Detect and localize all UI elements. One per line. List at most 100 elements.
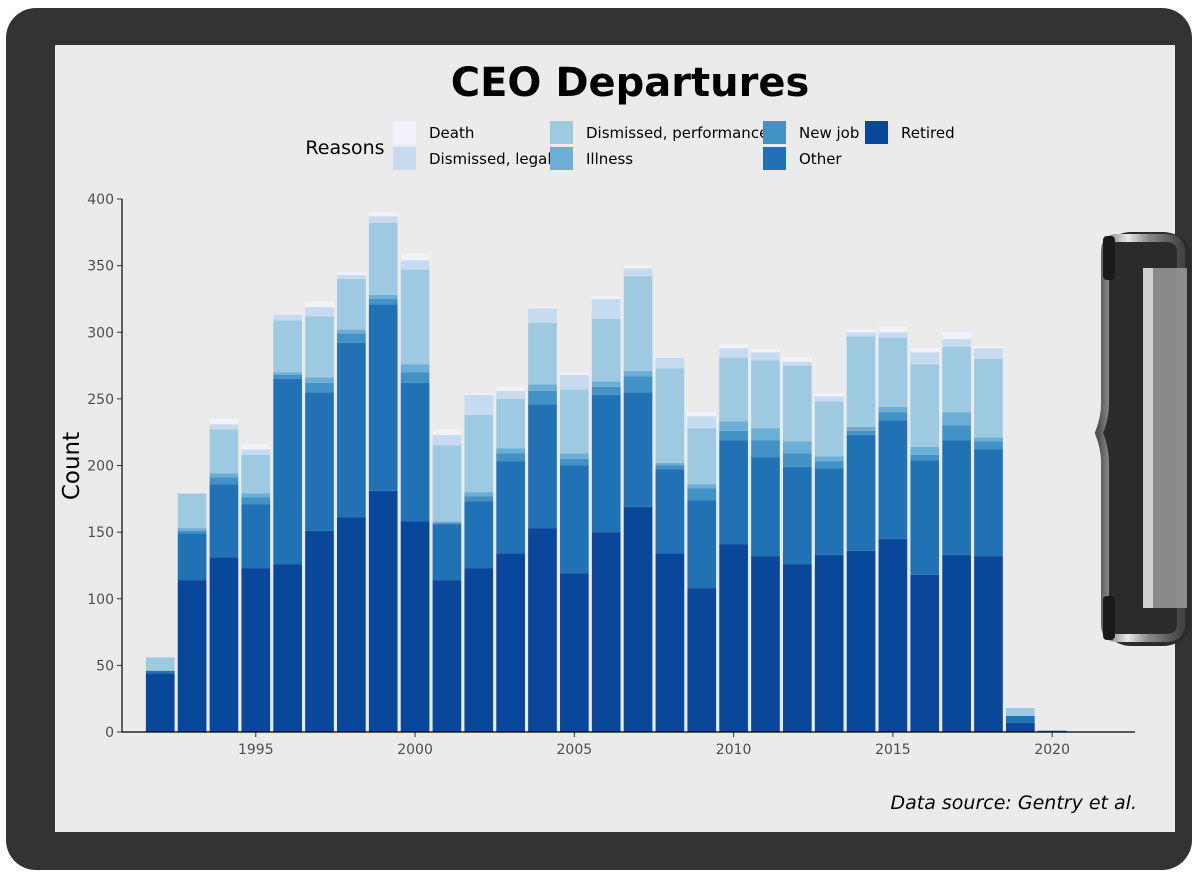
bar-segment-illness — [400, 364, 430, 373]
bar-segment-new-job — [400, 372, 430, 383]
bar-segment-dismissed-legal — [751, 352, 780, 361]
bar-segment-other — [400, 382, 430, 522]
bar-segment-illness — [528, 384, 557, 391]
bar-segment-new-job — [528, 390, 557, 405]
bar-segment-illness — [878, 406, 908, 413]
bar-segment-dismissed-legal — [910, 352, 940, 365]
bar-segment-new-job — [591, 386, 621, 395]
bar-segment-other — [464, 501, 494, 569]
bar-segment-death — [687, 412, 717, 417]
bar-segment-dismissed-performance — [814, 401, 844, 457]
bar-segment-other — [528, 404, 557, 529]
bar-segment-retired — [496, 553, 525, 732]
bar-segment-new-job — [782, 453, 812, 467]
bar-segment-dismissed-performance — [177, 493, 207, 529]
bar-segment-other — [687, 500, 717, 589]
bar-segment-illness — [655, 462, 685, 466]
bar-segment-retired — [273, 564, 302, 732]
bar-segment-death — [209, 418, 239, 425]
legend: Death Dismissed, legal Dismissed, performa… — [393, 121, 955, 170]
bar-segment-retired — [878, 538, 908, 732]
y-tick-label: 300 — [87, 325, 114, 341]
bar-segment-other — [782, 466, 812, 565]
bar-segment-new-job — [655, 465, 685, 470]
legend-title: Reasons — [305, 137, 384, 159]
y-axis: 0 50 100 150 200 250 300 350 400 — [87, 192, 122, 741]
bar-segment-illness — [782, 441, 812, 454]
legend-swatch-dismissed-legal — [393, 147, 416, 170]
bar-segment-retired — [719, 544, 748, 732]
bar-segment-illness — [273, 372, 302, 375]
bar-segment-dismissed-legal — [337, 274, 366, 279]
bar-segment-dismissed-performance — [878, 337, 908, 407]
bar-segment-dismissed-performance — [1005, 708, 1035, 717]
bar-segment-retired — [145, 673, 175, 732]
bar-segment-retired — [177, 580, 207, 732]
bar-segment-death — [974, 346, 1003, 349]
bar-segment-other — [560, 465, 589, 574]
y-tick-label: 200 — [87, 459, 114, 475]
bar-segment-new-job — [432, 522, 462, 525]
bar-segment-illness — [177, 528, 207, 531]
chart-paper: CEO Departures Reasons Death Dismissed, l… — [55, 45, 1175, 832]
bar-segment-illness — [241, 493, 271, 498]
bar-segment-other — [368, 304, 398, 491]
bar-segment-new-job — [560, 458, 589, 466]
bar-segment-other — [974, 449, 1003, 557]
bar-segment-other — [942, 440, 971, 555]
legend-label-illness: Illness — [586, 150, 633, 168]
bar-segment-dismissed-legal — [814, 396, 844, 402]
bar-segment-dismissed-performance — [591, 318, 621, 382]
bar-segment-other — [241, 504, 271, 569]
bar-segment-death — [496, 386, 525, 391]
bar-segment-dismissed-performance — [464, 414, 494, 493]
bar-segment-dismissed-performance — [241, 454, 271, 494]
bar-segment-illness — [464, 492, 494, 497]
bar-segment-new-job — [464, 496, 494, 502]
bar-segment-other — [305, 392, 334, 531]
bar-segment-new-job — [974, 441, 1003, 450]
bar-segment-death — [400, 253, 430, 261]
bar-segment-dismissed-legal — [496, 390, 525, 399]
legend-label-death: Death — [429, 124, 474, 142]
bar-segment-death — [464, 393, 494, 395]
bars-group — [145, 212, 1067, 732]
bar-segment-illness — [305, 377, 334, 383]
bar-segment-illness — [209, 473, 239, 478]
bar-segment-dismissed-performance — [305, 316, 334, 378]
bar-segment-retired — [782, 564, 812, 732]
bar-segment-retired — [942, 554, 971, 732]
y-tick-label: 0 — [105, 725, 114, 741]
bar-segment-other — [910, 460, 940, 575]
bar-segment-death — [560, 372, 589, 375]
chart-title: CEO Departures — [451, 60, 810, 106]
bar-segment-retired — [687, 588, 717, 732]
bar-segment-dismissed-legal — [209, 424, 239, 430]
y-tick-label: 100 — [87, 592, 114, 608]
bar-segment-dismissed-performance — [145, 657, 175, 671]
bar-segment-dismissed-performance — [496, 398, 525, 449]
bar-segment-dismissed-legal — [560, 374, 589, 390]
bar-segment-illness — [751, 428, 780, 441]
bar-segment-death — [846, 329, 876, 333]
bar-segment-retired — [846, 550, 876, 732]
bar-segment-dismissed-legal — [782, 361, 812, 366]
y-axis-label: Count — [59, 432, 85, 500]
bar-segment-other — [432, 524, 462, 581]
bar-segment-retired — [623, 506, 653, 732]
bar-segment-death — [942, 332, 971, 339]
bar-segment-death — [528, 306, 557, 309]
bar-segment-other — [719, 440, 748, 545]
bar-segment-dismissed-performance — [368, 222, 398, 295]
legend-label-dismissed-legal: Dismissed, legal — [429, 150, 552, 168]
bar-segment-other — [878, 420, 908, 539]
bar-segment-other — [337, 342, 366, 518]
bar-segment-retired — [305, 530, 334, 732]
bar-segment-new-job — [368, 298, 398, 305]
x-tick-label: 2005 — [557, 742, 593, 758]
bar-segment-other — [623, 392, 653, 507]
bar-segment-dismissed-performance — [560, 389, 589, 454]
bar-segment-illness — [687, 484, 717, 489]
data-source-caption: Data source: Gentry et al. — [891, 792, 1138, 814]
bar-segment-dismissed-legal — [623, 268, 653, 277]
